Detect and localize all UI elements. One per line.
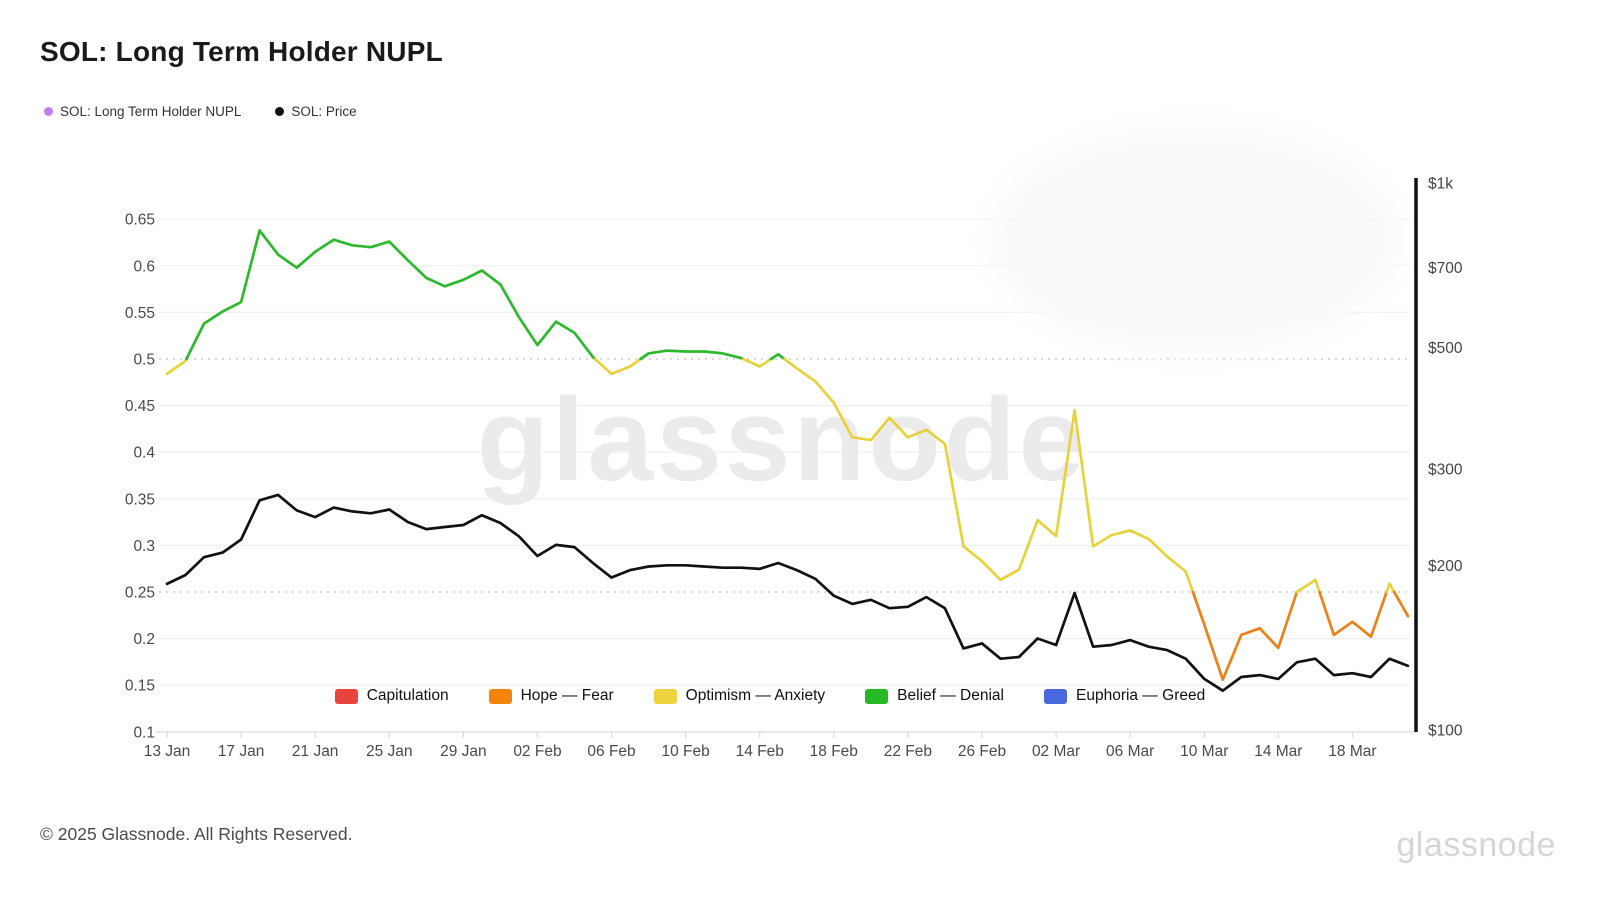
svg-text:10 Feb: 10 Feb	[661, 743, 709, 760]
glassnode-watermark: glassnode	[477, 374, 1088, 506]
band-legend-swatch-icon	[1044, 688, 1067, 704]
band-legend-swatch-icon	[334, 688, 358, 704]
x-axis: 13 Jan 17 Jan 21 Jan 25 Jan 29 Jan 02 Feb 06 F…	[144, 731, 1416, 760]
svg-text:18 Mar: 18 Mar	[1328, 743, 1376, 760]
svg-text:$200: $200	[1428, 558, 1463, 575]
svg-text:$700: $700	[1428, 260, 1463, 277]
series-legend-label: SOL: Price	[291, 104, 357, 119]
svg-text:17 Jan: 17 Jan	[218, 743, 265, 760]
svg-text:26 Feb: 26 Feb	[958, 743, 1006, 760]
series-legend-item[interactable]: SOL: Long Term Holder NUPL	[44, 104, 241, 119]
band-legend-item[interactable]: Hope — Fear	[488, 687, 614, 705]
price-axis: $1k $700 $500 $300 $200 $100	[1414, 176, 1463, 740]
band-legend-label: Optimism — Anxiety	[685, 687, 826, 704]
band-legend-label: Euphoria — Greed	[1076, 687, 1206, 704]
nupl-line	[165, 229, 1410, 681]
svg-text:$500: $500	[1428, 340, 1463, 357]
svg-text:25 Jan: 25 Jan	[366, 743, 413, 760]
svg-text:0.65: 0.65	[125, 212, 155, 229]
copyright-text: © 2025 Glassnode. All Rights Reserved.	[40, 824, 353, 844]
svg-text:$300: $300	[1428, 462, 1463, 479]
svg-text:02 Feb: 02 Feb	[513, 743, 561, 760]
band-legend-item[interactable]: Euphoria — Greed	[1044, 687, 1205, 705]
svg-text:13 Jan: 13 Jan	[144, 743, 191, 760]
svg-text:0.1: 0.1	[133, 724, 155, 741]
svg-text:0.3: 0.3	[133, 538, 155, 555]
svg-text:$100: $100	[1428, 723, 1463, 740]
svg-text:0.2: 0.2	[133, 631, 155, 648]
nupl-bands-legend: Capitulation Hope — Fear Optimism — Anxiet…	[170, 687, 1370, 705]
page-title: SOL: Long Term Holder NUPL	[40, 36, 443, 67]
svg-text:06 Feb: 06 Feb	[587, 743, 635, 760]
series-legend-label: SOL: Long Term Holder NUPL	[60, 104, 242, 119]
svg-text:29 Jan: 29 Jan	[440, 743, 487, 760]
svg-text:0.4: 0.4	[133, 445, 155, 462]
band-legend-item[interactable]: Capitulation	[334, 687, 449, 705]
svg-text:0.5: 0.5	[133, 352, 155, 369]
band-legend-swatch-icon	[653, 688, 677, 704]
svg-text:14 Feb: 14 Feb	[736, 743, 784, 760]
band-legend-label: Capitulation	[366, 687, 449, 704]
band-legend-swatch-icon	[488, 688, 512, 704]
svg-text:0.25: 0.25	[125, 585, 155, 602]
series-legend-swatch-icon	[44, 107, 53, 116]
svg-text:06 Mar: 06 Mar	[1106, 743, 1154, 760]
svg-text:$1k: $1k	[1428, 176, 1453, 193]
highlight-blob	[990, 126, 1400, 354]
svg-text:0.15: 0.15	[125, 678, 155, 695]
svg-text:0.6: 0.6	[133, 258, 155, 275]
svg-text:02 Mar: 02 Mar	[1032, 743, 1080, 760]
band-legend-item[interactable]: Optimism — Anxiety	[653, 687, 826, 705]
series-legend-swatch-icon	[275, 107, 285, 116]
band-legend-item[interactable]: Belief — Denial	[865, 687, 1004, 705]
series-legend-item[interactable]: SOL: Price	[275, 104, 357, 119]
svg-text:21 Jan: 21 Jan	[292, 743, 339, 760]
nupl-axis-labels: 0.65 0.6 0.55 0.5 0.45 0.4 0.35 0.3 0.25 0.2 0.15 0…	[125, 212, 156, 742]
svg-text:0.35: 0.35	[125, 491, 155, 508]
svg-text:14 Mar: 14 Mar	[1254, 743, 1302, 760]
svg-text:10 Mar: 10 Mar	[1180, 743, 1228, 760]
band-legend-label: Hope — Fear	[520, 687, 614, 704]
svg-text:18 Feb: 18 Feb	[810, 743, 858, 760]
glassnode-logo: glassnode	[1396, 826, 1556, 864]
price-line	[165, 493, 1410, 693]
band-legend-label: Belief — Denial	[897, 687, 1004, 704]
band-legend-swatch-icon	[865, 688, 889, 704]
svg-text:0.45: 0.45	[125, 398, 155, 415]
svg-text:22 Feb: 22 Feb	[884, 743, 932, 760]
series-legend: SOL: Long Term Holder NUPL SOL: Price	[44, 104, 357, 119]
svg-text:0.55: 0.55	[125, 305, 155, 322]
